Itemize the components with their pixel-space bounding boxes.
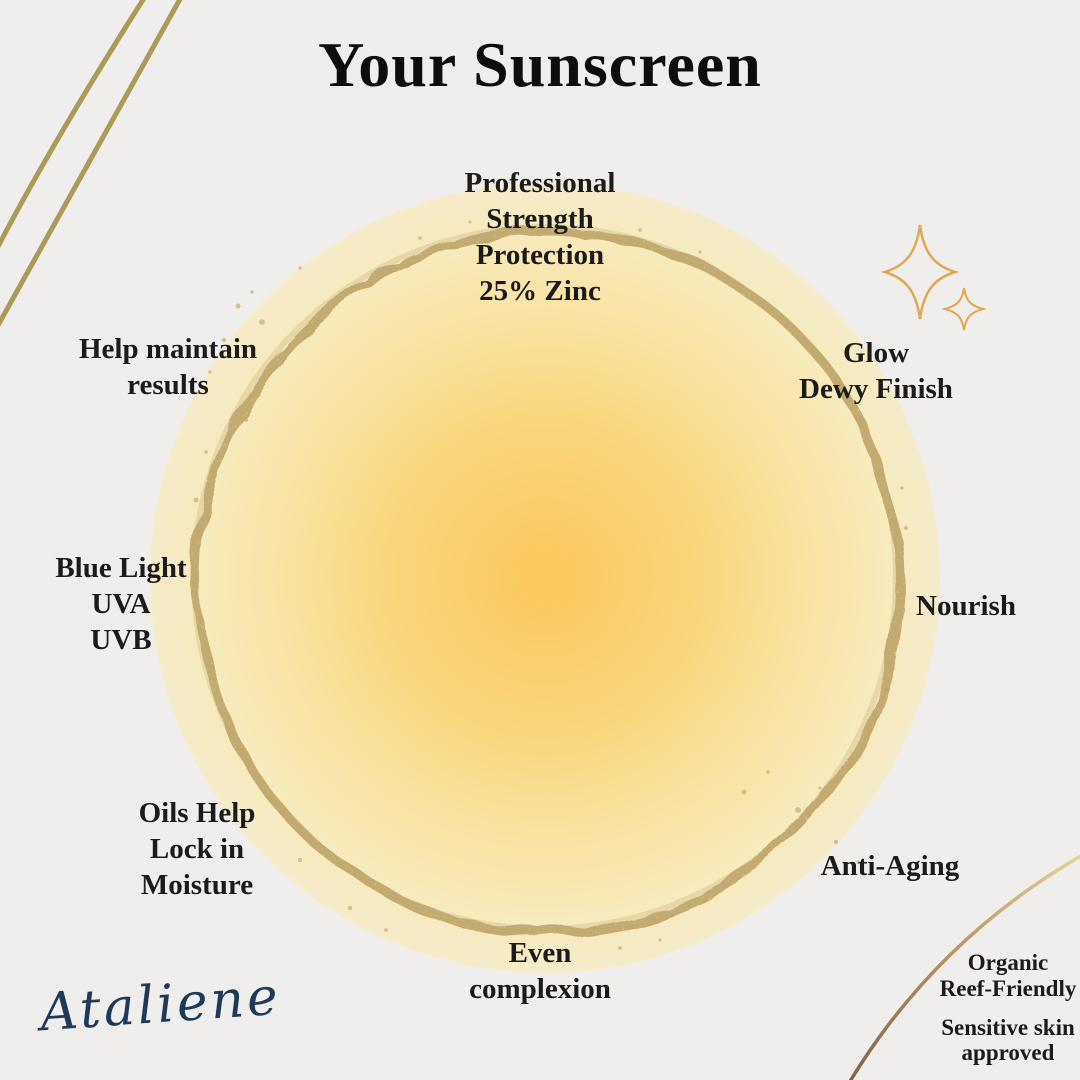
label-line: Nourish <box>916 590 1016 622</box>
label-line: complexion <box>469 972 611 1005</box>
footer-line: Sensitive skin <box>941 1014 1075 1040</box>
label-line: Help maintain <box>78 333 258 365</box>
sparkle-icons <box>880 224 987 331</box>
label-oils-lock-moisture: Oils Help Lock in Moisture <box>139 796 256 904</box>
label-line: Oils Help <box>138 797 256 829</box>
sparkle-small-icon <box>941 287 987 331</box>
label-blue-light-uva-uvb: Blue Light UVA UVB <box>55 551 186 659</box>
sparkle-large-icon <box>880 224 960 320</box>
brand-logo: Ataliene <box>38 966 283 1044</box>
certifications-text: Organic Reef-Friendly <box>940 950 1077 1002</box>
label-glow-dewy-finish: Glow Dewy Finish <box>799 336 953 408</box>
label-line: Even <box>508 937 572 969</box>
footer-claims: Organic Reef-Friendly Sensitive skin app… <box>940 950 1077 1079</box>
label-line: Professional <box>464 167 616 199</box>
label-even-complexion: Even complexion <box>469 936 611 1008</box>
label-line: Protection <box>475 238 605 271</box>
label-nourish: Nourish <box>916 589 1016 625</box>
label-line: Strength <box>486 202 594 235</box>
label-line: Dewy Finish <box>799 372 953 405</box>
label-line: UVB <box>90 623 152 656</box>
label-line: Glow <box>842 337 910 369</box>
label-professional-strength: Professional Strength Protection 25% Zin… <box>465 166 616 310</box>
label-line: Anti-Aging <box>820 850 960 882</box>
label-line: Blue Light <box>55 552 187 584</box>
footer-line: approved <box>961 1040 1055 1066</box>
sensitivity-text: Sensitive skin approved <box>940 1015 1077 1067</box>
label-line: Lock in <box>149 832 245 865</box>
label-line: UVA <box>91 587 151 620</box>
label-line: results <box>127 368 209 401</box>
footer-line: Organic <box>967 950 1049 975</box>
label-line: 25% Zinc <box>479 274 601 307</box>
label-line: Moisture <box>140 868 254 901</box>
footer-line: Reef-Friendly <box>939 975 1077 1001</box>
page-title: Your Sunscreen <box>318 29 762 100</box>
label-help-maintain-results: Help maintain results <box>79 332 257 404</box>
label-anti-aging: Anti-Aging <box>821 849 960 885</box>
